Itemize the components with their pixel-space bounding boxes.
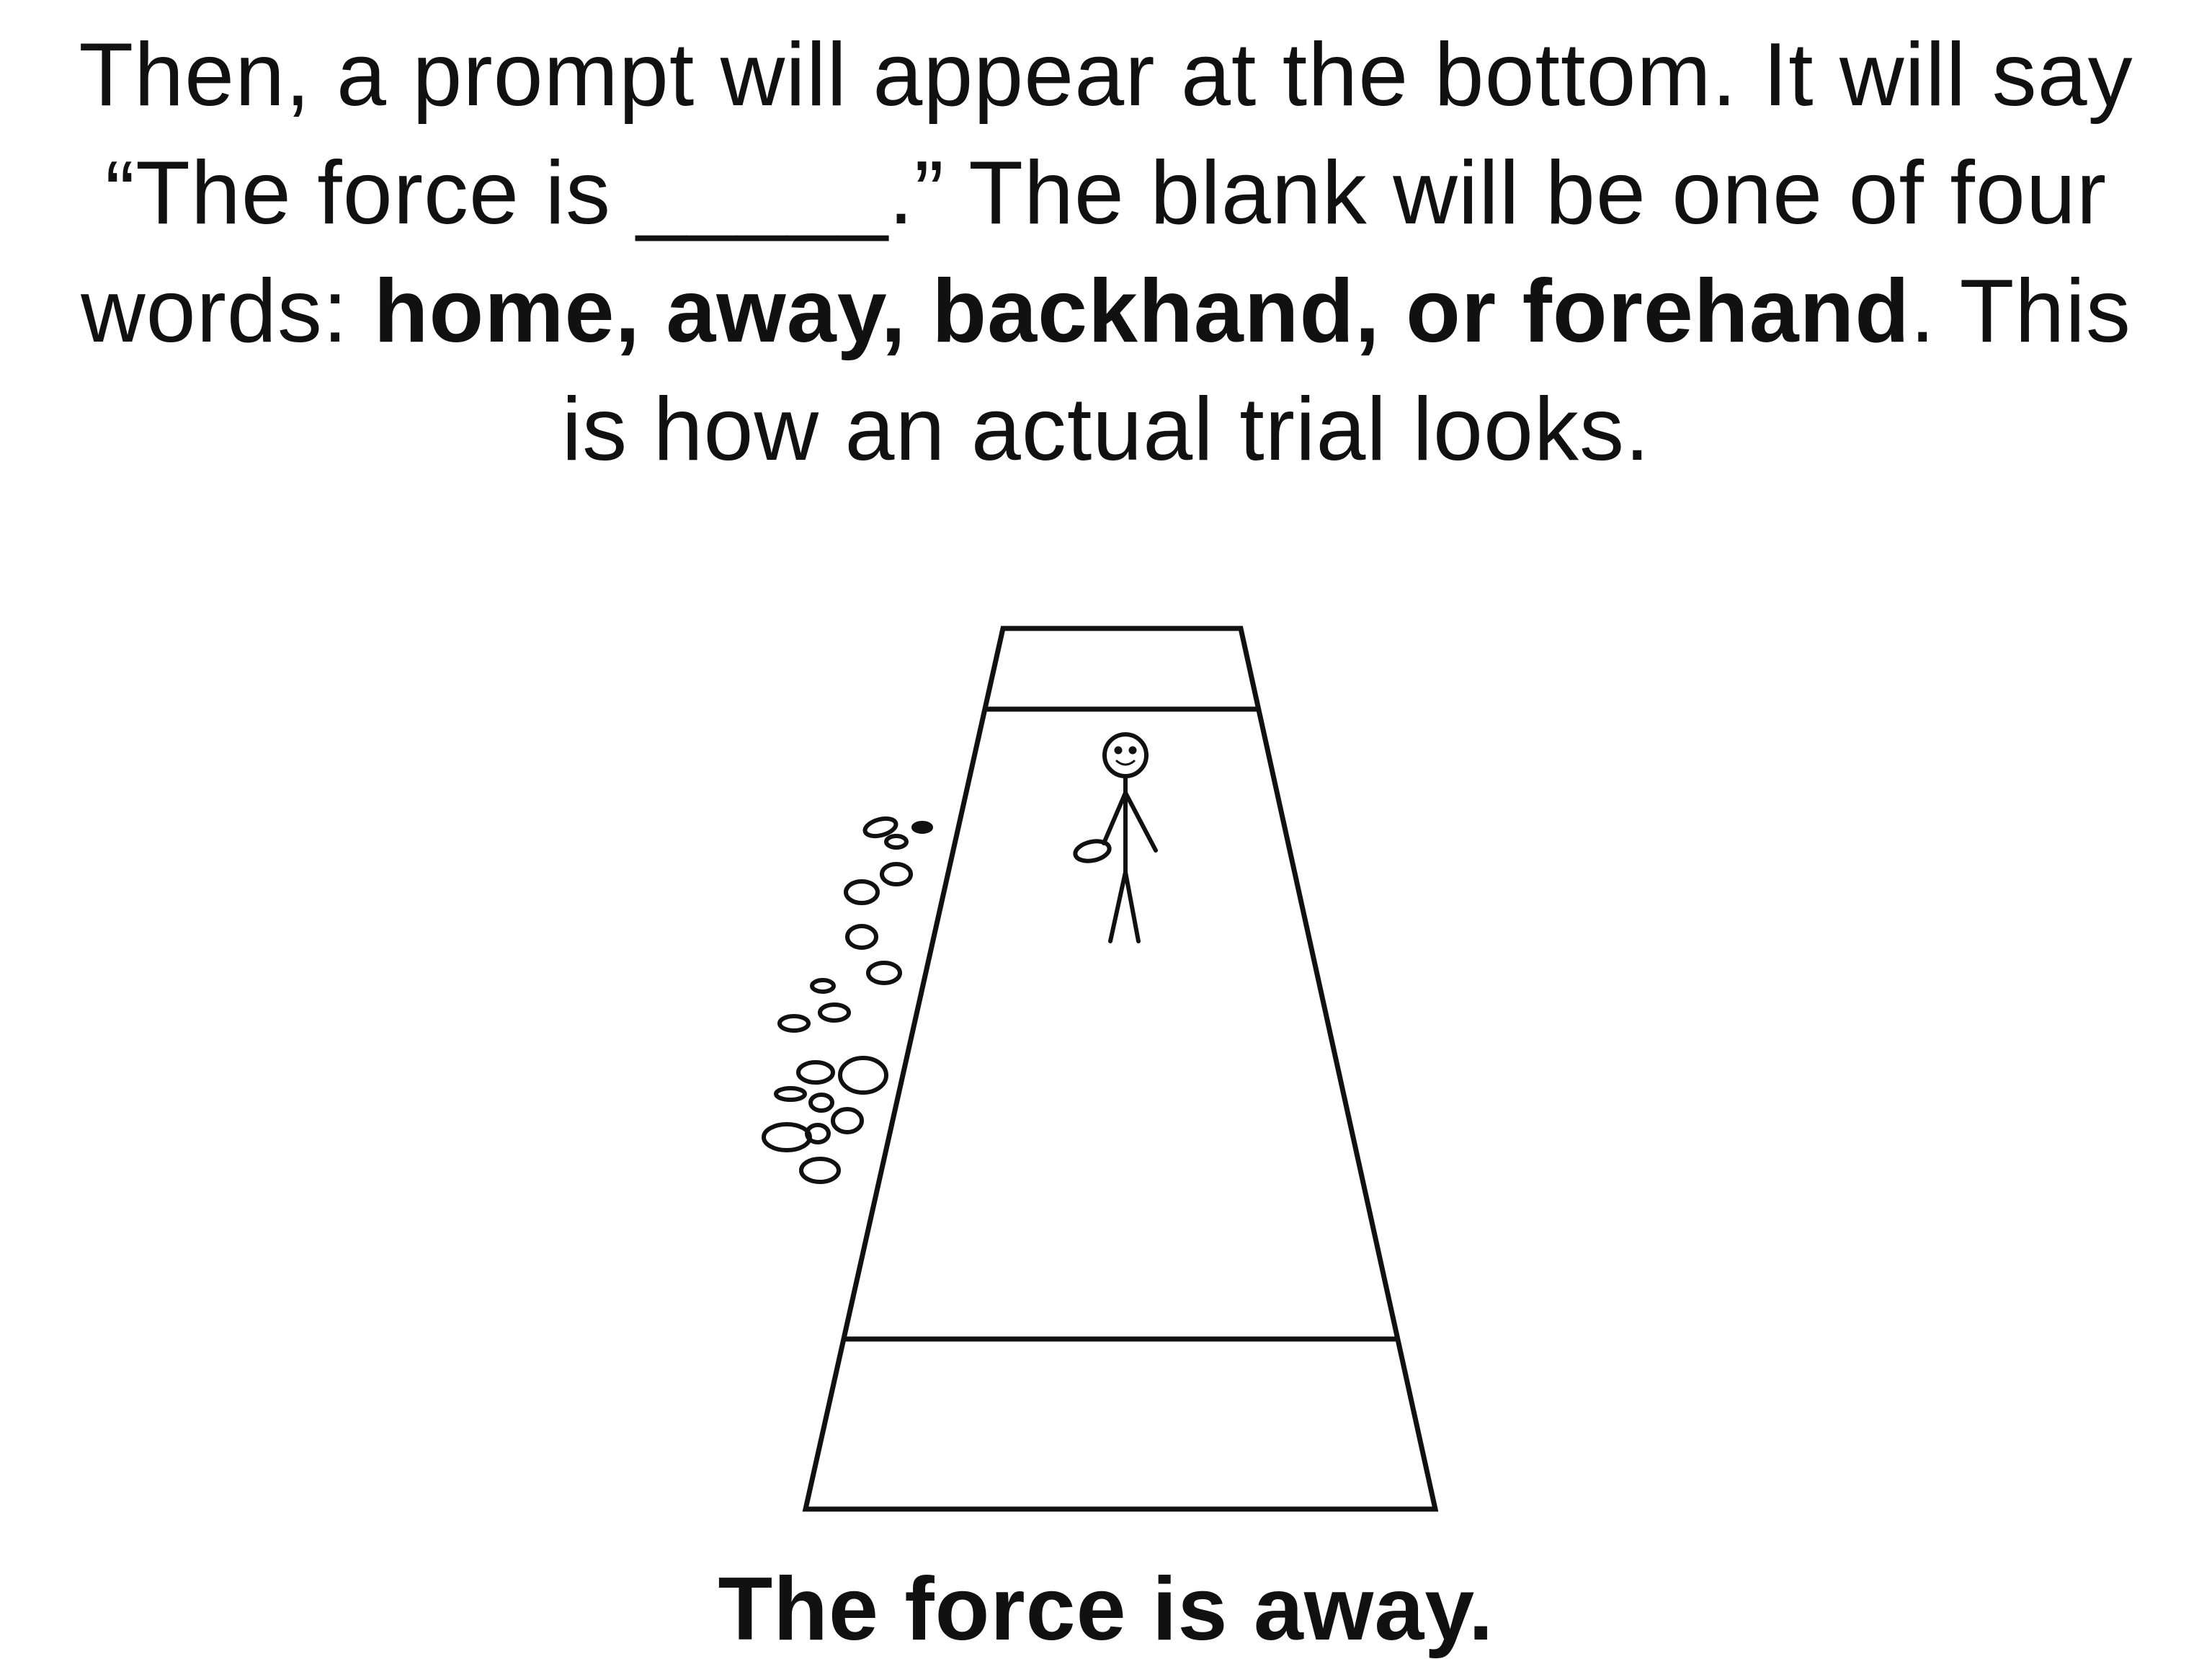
figure-smile (1115, 760, 1136, 766)
disc-icon (1073, 839, 1112, 863)
instruction-word-options: home, away, backhand, or forehand (373, 262, 1911, 361)
trail-disc-10 (777, 1014, 811, 1033)
trail-disc-5 (844, 879, 880, 905)
force-prompt: The force is away. (718, 1560, 1494, 1659)
trail-disc-16 (762, 1122, 812, 1152)
instruction-text: Then, a prompt will appear at the bottom… (43, 16, 2169, 489)
trail-disc-8 (810, 978, 836, 994)
figure-head (1102, 732, 1149, 778)
trail-disc-1 (862, 816, 898, 839)
trail-disc-18 (799, 1157, 841, 1184)
trail-disc-17 (805, 1123, 831, 1144)
trail-disc-12 (838, 1056, 888, 1095)
trail-disc-6 (845, 924, 878, 950)
figure-eye-right (1128, 746, 1137, 755)
stick-figure-icon (1073, 732, 1158, 943)
figure-arm-left (1102, 791, 1128, 845)
trail-disc-13 (774, 1086, 807, 1102)
trail-disc-4 (880, 862, 913, 886)
trail-disc-15 (831, 1107, 864, 1134)
figure-arm-right (1123, 791, 1158, 853)
instruction-part-2: . This is how an actual trial looks. (561, 262, 2131, 479)
trail-disc-7 (866, 961, 902, 985)
disc-trail-icon (762, 816, 933, 1184)
trail-disc-9 (818, 1002, 851, 1023)
trail-disc-11 (796, 1060, 835, 1085)
trail-disc-14 (808, 1093, 834, 1113)
figure-eye-left (1114, 746, 1123, 755)
instruction-part-1: Then, a prompt will appear at the bottom… (79, 25, 2133, 361)
trail-disc-2 (884, 834, 909, 850)
trail-disc-3 (911, 821, 933, 834)
field-outline (802, 626, 1439, 1512)
figure-leg-right (1123, 870, 1141, 943)
figure-leg-left (1108, 870, 1128, 943)
